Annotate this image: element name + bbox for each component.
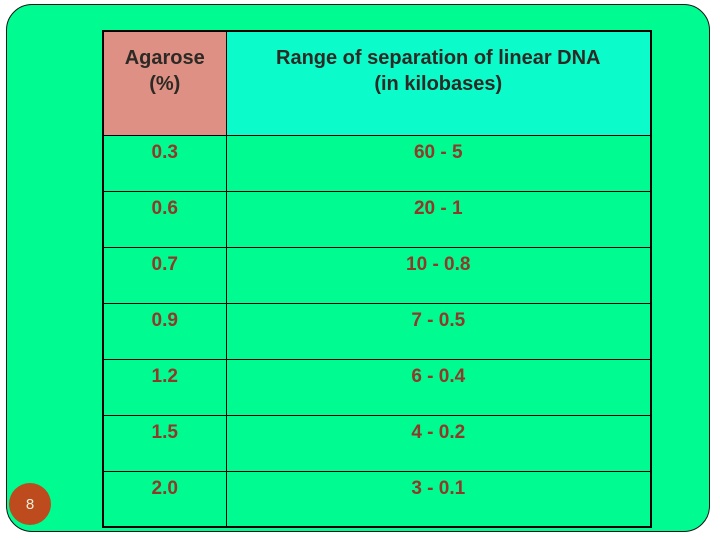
table-row: 0.3 60 - 5: [102, 134, 652, 192]
table-container: Agarose (%) Range of separation of linea…: [102, 30, 652, 528]
agarose-cell: 0.6: [102, 190, 227, 248]
range-cell: 10 - 0.8: [225, 246, 652, 304]
range-cell: 3 - 0.1: [225, 470, 652, 528]
page-number: 8: [25, 495, 35, 513]
agarose-cell: 1.5: [102, 414, 227, 472]
table-row: 0.6 20 - 1: [102, 190, 652, 248]
range-cell: 6 - 0.4: [225, 358, 652, 416]
agarose-cell: 0.7: [102, 246, 227, 304]
agarose-cell: 2.0: [102, 470, 227, 528]
table-row: 0.9 7 - 0.5: [102, 302, 652, 360]
header-agarose-percent: Agarose (%): [102, 30, 227, 136]
range-cell: 7 - 0.5: [225, 302, 652, 360]
range-cell: 60 - 5: [225, 134, 652, 192]
agarose-cell: 0.9: [102, 302, 227, 360]
agarose-cell: 1.2: [102, 358, 227, 416]
header-separation-range: Range of separation of linear DNA (in ki…: [225, 30, 652, 136]
dna-separation-table: Agarose (%) Range of separation of linea…: [102, 30, 652, 528]
page-number-badge: 8: [9, 483, 51, 525]
table-row: 2.0 3 - 0.1: [102, 470, 652, 528]
range-cell: 4 - 0.2: [225, 414, 652, 472]
table-row: 1.2 6 - 0.4: [102, 358, 652, 416]
table-header-row: Agarose (%) Range of separation of linea…: [102, 30, 652, 136]
agarose-cell: 0.3: [102, 134, 227, 192]
range-cell: 20 - 1: [225, 190, 652, 248]
table-row: 1.5 4 - 0.2: [102, 414, 652, 472]
slide-background: Agarose (%) Range of separation of linea…: [6, 4, 710, 532]
table-row: 0.7 10 - 0.8: [102, 246, 652, 304]
